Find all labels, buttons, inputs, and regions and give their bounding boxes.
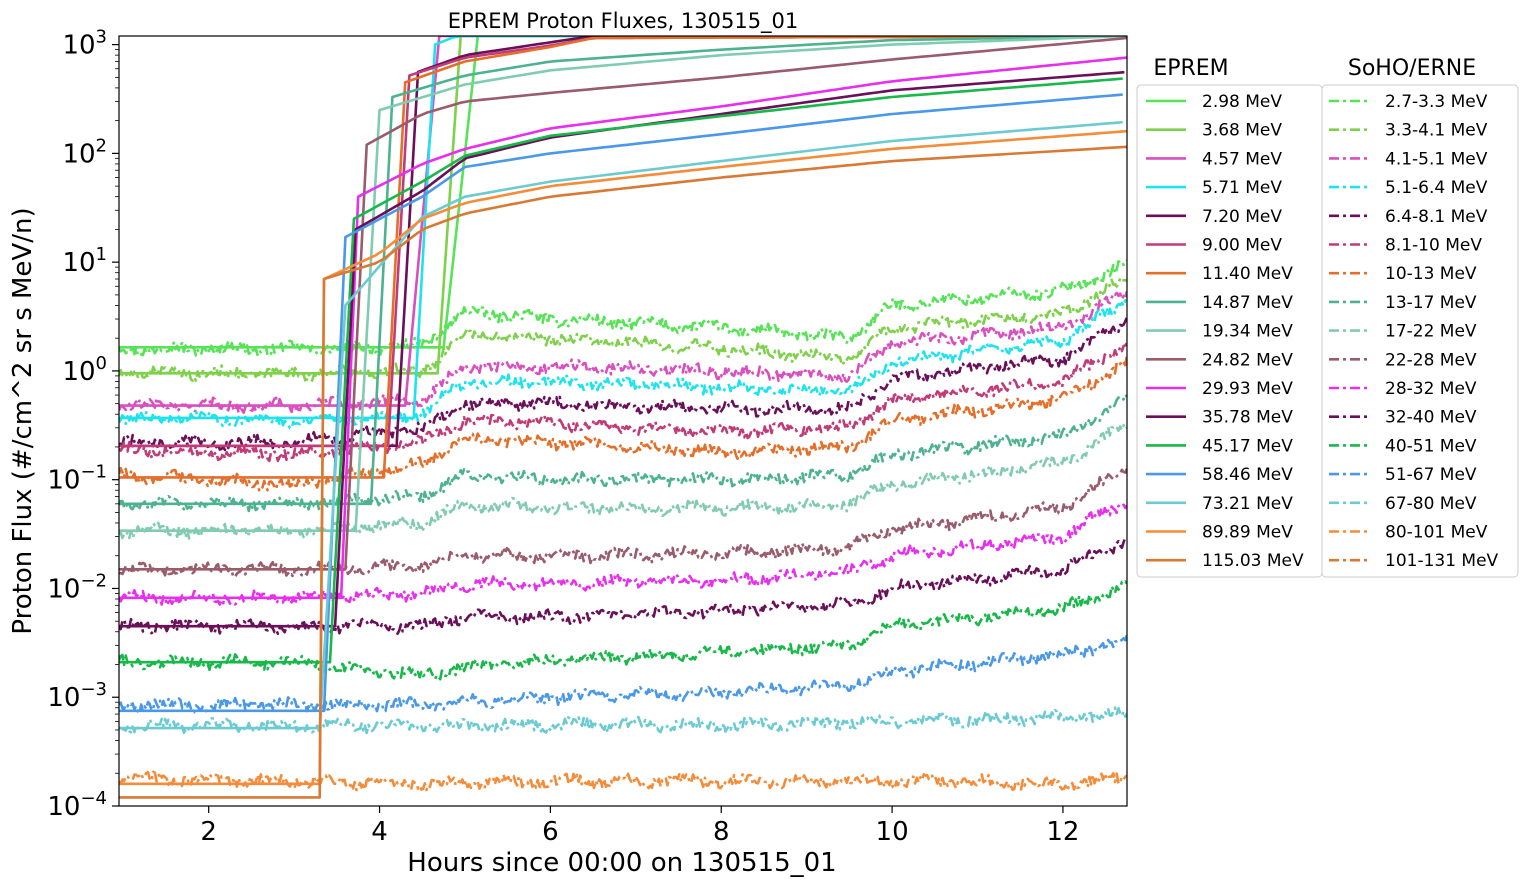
- x-axis: 2 4 6 8 10 12: [200, 806, 1079, 847]
- eprem-line-9: [119, 36, 1127, 571]
- x-tick-label: 8: [713, 817, 730, 847]
- y-tick-label: 10−1: [47, 462, 107, 496]
- erne-line-6: [119, 354, 1127, 492]
- legend-label: 5.71 MeV: [1202, 178, 1282, 198]
- erne-line-14: [119, 706, 1127, 735]
- legend-label: 8.1-10 MeV: [1385, 236, 1482, 256]
- legend-label: 11.40 MeV: [1202, 264, 1293, 284]
- eprem-line-15: [119, 129, 1127, 786]
- legend-label: 73.21 MeV: [1202, 494, 1293, 514]
- x-tick-label: 6: [542, 817, 559, 847]
- eprem-line-13: [119, 93, 1123, 713]
- legend-label: 32-40 MeV: [1385, 408, 1477, 428]
- legend-label: 2.7-3.3 MeV: [1385, 92, 1488, 112]
- erne-line-9: [119, 468, 1127, 579]
- legend-label: 3.68 MeV: [1202, 121, 1282, 141]
- erne-line-3: [119, 299, 1127, 430]
- legend-label: 19.34 MeV: [1202, 322, 1293, 342]
- legend-label: 28-32 MeV: [1385, 379, 1477, 399]
- legend-label: 4.57 MeV: [1202, 149, 1282, 169]
- legend-label: 6.4-8.1 MeV: [1385, 207, 1488, 227]
- legend-label: 4.1-5.1 MeV: [1385, 149, 1488, 169]
- y-tick-label: 103: [62, 27, 107, 61]
- eprem-line-16: [119, 145, 1127, 799]
- legend-label: 58.46 MeV: [1202, 465, 1293, 485]
- chart-title: EPREM Proton Fluxes, 130515_01: [448, 9, 799, 34]
- legend-label: 13-17 MeV: [1385, 293, 1477, 313]
- legend-label: 9.00 MeV: [1202, 236, 1282, 256]
- y-tick-label: 102: [62, 135, 107, 169]
- legend-erne-title: SoHO/ERNE: [1348, 56, 1476, 81]
- eprem-line-4: [119, 36, 1127, 448]
- legend-label: 89.89 MeV: [1202, 523, 1293, 543]
- legend-label: 45.17 MeV: [1202, 436, 1293, 456]
- erne-line-8: [119, 422, 1127, 540]
- legend-label: 3.3-4.1 MeV: [1385, 121, 1488, 141]
- legend-label: 40-51 MeV: [1385, 436, 1477, 456]
- legend-eprem: EPREM 2.98 MeV 3.68 MeV 4.57 MeV 5.71 MeV 7.…: [1136, 56, 1323, 578]
- x-tick-label: 12: [1046, 817, 1079, 847]
- eprem-line-12: [119, 77, 1123, 664]
- x-axis-label: Hours since 00:00 on 130515_01: [407, 848, 836, 878]
- x-tick-label: 10: [876, 817, 909, 847]
- legend-label: 7.20 MeV: [1202, 207, 1282, 227]
- y-axis-label: Proton Flux (#/cm^2 sr s MeV/n): [8, 207, 38, 634]
- eprem-line-11: [119, 70, 1125, 628]
- erne-line-0: [119, 259, 1127, 357]
- erne-line-2: [119, 290, 1127, 415]
- erne-line-7: [119, 393, 1127, 513]
- x-tick-label: 4: [371, 817, 388, 847]
- legend-label: 35.78 MeV: [1202, 408, 1293, 428]
- legend-label: 67-80 MeV: [1385, 494, 1477, 514]
- legend-label: 22-28 MeV: [1385, 350, 1477, 370]
- legend-erne: SoHO/ERNE 2.7-3.3 MeV 3.3-4.1 MeV 4.1-5.1 …: [1321, 56, 1519, 578]
- erne-line-13: [119, 634, 1127, 714]
- y-tick-label: 10−3: [47, 679, 107, 713]
- erne-line-5: [119, 342, 1127, 463]
- eprem-line-8: [119, 36, 1123, 532]
- y-tick-label: 10−4: [47, 788, 107, 822]
- legend-label: 115.03 MeV: [1202, 551, 1304, 571]
- y-tick-label: 100: [62, 353, 107, 387]
- legend-label: 24.82 MeV: [1202, 350, 1293, 370]
- erne-line-11: [119, 535, 1127, 635]
- legend-label: 80-101 MeV: [1385, 523, 1488, 543]
- plot-frame: [118, 35, 1128, 807]
- legend-label: 10-13 MeV: [1385, 264, 1477, 284]
- legend-label: 14.87 MeV: [1202, 293, 1293, 313]
- legend-erne-frame: [1321, 84, 1519, 578]
- eprem-line-10: [119, 56, 1127, 600]
- legend-label: 5.1-6.4 MeV: [1385, 178, 1488, 198]
- legend-eprem-title: EPREM: [1153, 56, 1228, 81]
- y-tick-label: 101: [62, 244, 107, 278]
- erne-line-4: [119, 316, 1127, 452]
- x-tick-label: 2: [200, 817, 217, 847]
- legend-label: 101-131 MeV: [1385, 551, 1499, 571]
- legend-label: 2.98 MeV: [1202, 92, 1282, 112]
- erne-line-1: [119, 276, 1127, 383]
- y-tick-label: 10−2: [47, 570, 107, 604]
- erne-line-12: [119, 580, 1127, 681]
- legend-label: 17-22 MeV: [1385, 322, 1477, 342]
- legend-label: 51-67 MeV: [1385, 465, 1477, 485]
- y-axis: 10−4 10−3 10−2 10−1 100 101 102 103: [47, 27, 119, 822]
- legend-label: 29.93 MeV: [1202, 379, 1293, 399]
- eprem-line-14: [119, 120, 1123, 730]
- eprem-line-7: [119, 36, 1127, 506]
- series-layer: [119, 36, 1127, 799]
- erne-line-15: [119, 770, 1127, 792]
